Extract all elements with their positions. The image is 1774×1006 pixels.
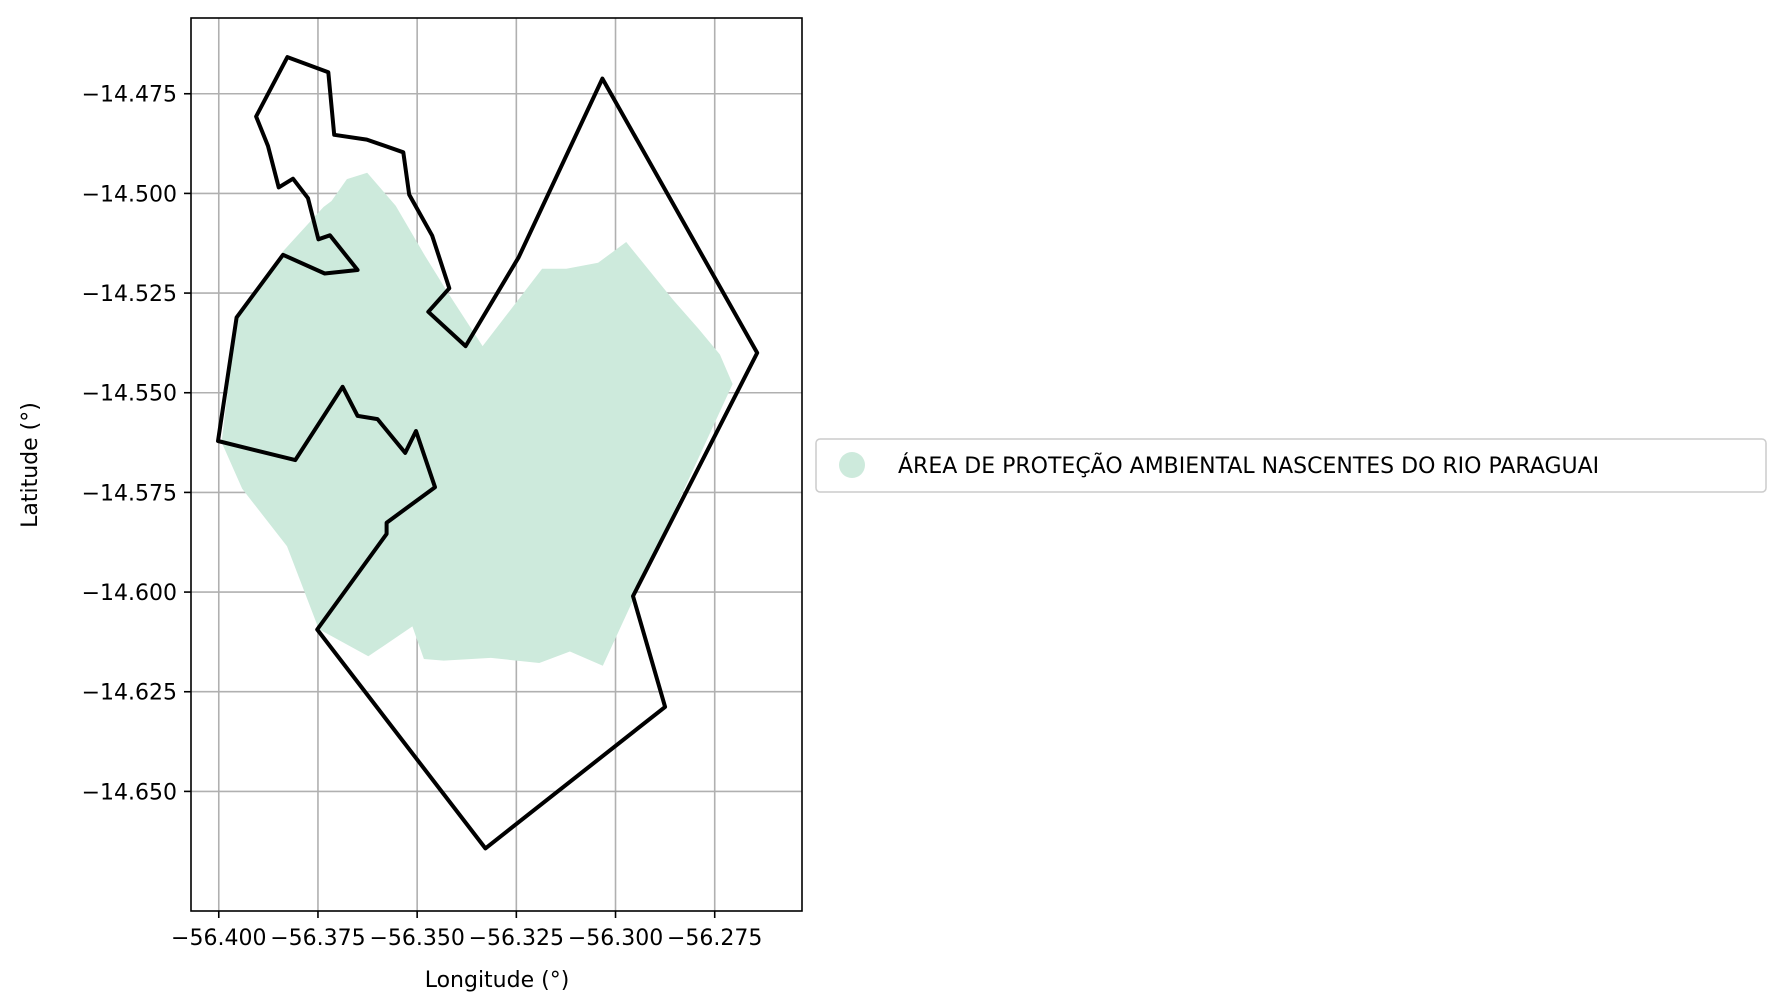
legend-marker: [839, 452, 865, 478]
boundary-outline: [216, 55, 760, 851]
protected-area-layer: [221, 172, 733, 666]
x-tick-label: −56.275: [667, 926, 762, 951]
y-tick-label: −14.600: [82, 581, 177, 606]
y-tick-label: −14.525: [82, 282, 177, 307]
y-tick-label: −14.550: [82, 382, 177, 407]
x-tick-label: −56.350: [369, 926, 464, 951]
x-tick-label: −56.400: [171, 926, 266, 951]
y-tick-label: −14.500: [82, 182, 177, 207]
legend: ÁREA DE PROTEÇÃO AMBIENTAL NASCENTES DO …: [815, 438, 1767, 493]
plot-frame: [190, 17, 803, 912]
y-tick-label: −14.625: [82, 681, 177, 706]
y-axis-title: Latitude (°): [18, 402, 43, 528]
y-tick-label: −14.475: [82, 83, 177, 108]
legend-frame: [815, 438, 1767, 493]
x-axis: −56.400 −56.375 −56.350 −56.325 −56.300 −56.2…: [171, 911, 762, 951]
protected-area-polygon: [221, 172, 733, 666]
x-tick-label: −56.375: [270, 926, 365, 951]
x-axis-title: Longitude (°): [425, 968, 570, 993]
boundary-layer: [216, 55, 760, 851]
x-tick-label: −56.300: [568, 926, 663, 951]
x-tick-label: −56.325: [469, 926, 564, 951]
y-tick-label: −14.650: [82, 780, 177, 805]
y-axis: −14.475 −14.500 −14.525 −14.550 −14.575 −14.6…: [82, 83, 191, 805]
legend-label: ÁREA DE PROTEÇÃO AMBIENTAL NASCENTES DO …: [898, 452, 1599, 479]
y-tick-label: −14.575: [82, 481, 177, 506]
